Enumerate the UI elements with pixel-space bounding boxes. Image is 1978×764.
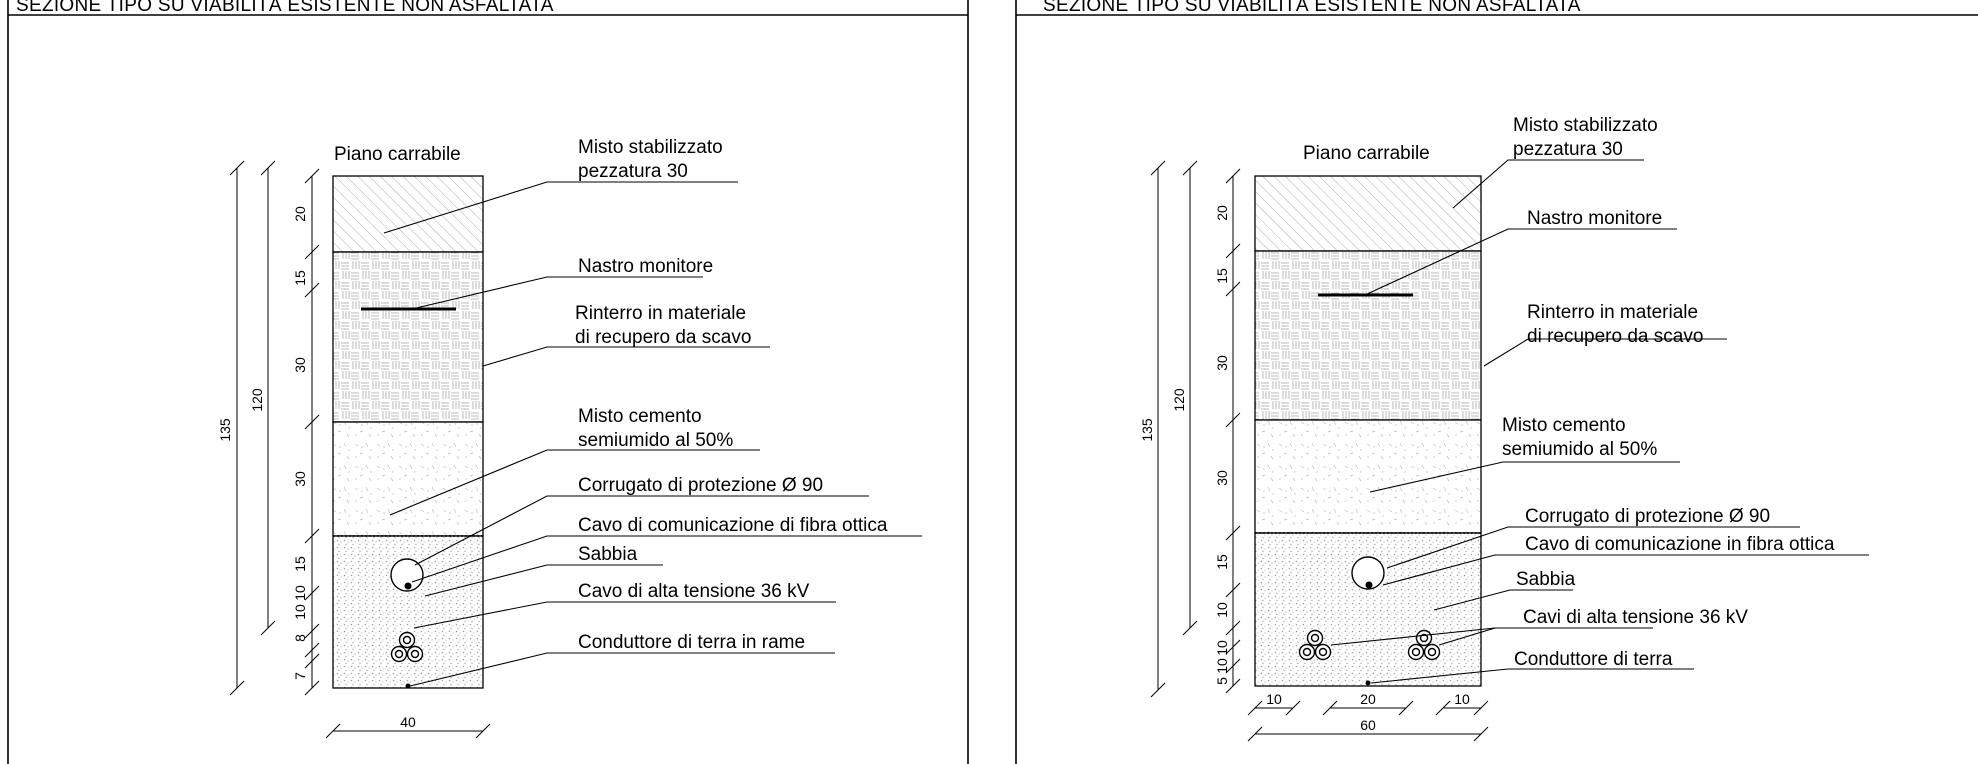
panel-title: SEZIONE TIPO SU VIABILITÀ ESISTENTE NON … (1043, 0, 1581, 16)
backfill-label-line1: Rinterro in materiale (575, 303, 746, 324)
leader-lines (1330, 159, 1869, 684)
depth-value-6: 10 (292, 585, 308, 601)
depth-value-4: 30 (1214, 470, 1230, 486)
depth-value-8: 8 (292, 634, 308, 642)
material-labels: Misto stabilizzato pezzatura 30 Nastro m… (1502, 115, 1835, 670)
ground-label: Conduttore di terra in rame (578, 632, 805, 653)
total-depth-value: 135 (1139, 418, 1155, 442)
cement-layer (1254, 419, 1482, 534)
total-depth-value: 135 (217, 418, 233, 442)
ground-conductor (405, 683, 411, 689)
depth-dimensions (1150, 160, 1241, 698)
depth-value-1: 20 (1214, 205, 1230, 221)
depth-values: 20 15 30 30 15 10 10 8 7 120 135 (217, 206, 308, 680)
width-value: 40 (400, 714, 416, 730)
aggregate-label-line1: Misto stabilizzato (578, 137, 723, 158)
aggregate-label-line1: Misto stabilizzato (1513, 115, 1658, 136)
ground-label: Conduttore di terra (1514, 649, 1673, 670)
cement-layer (332, 421, 484, 537)
cement-label-line1: Misto cemento (578, 406, 702, 427)
depth-value-2: 15 (1214, 268, 1230, 284)
cable-depth-value: 120 (249, 388, 265, 412)
backfill-layer (332, 251, 484, 423)
cement-label-line1: Misto cemento (1502, 415, 1626, 436)
hv-cable-label: Cavo di alta tensione 36 kV (578, 581, 810, 602)
depth-value-8: 10 (1214, 658, 1230, 674)
hv-cable-label: Cavi di alta tensione 36 kV (1523, 607, 1748, 628)
depth-value-9: 7 (292, 672, 308, 680)
surface-label: Piano carrabile (1303, 143, 1430, 164)
depth-value-2: 15 (292, 270, 308, 286)
conduit-pipe (1351, 556, 1385, 590)
depth-value-4: 30 (292, 471, 308, 487)
backfill-layer (1254, 250, 1482, 421)
surface-label: Piano carrabile (334, 144, 461, 165)
conduit-label: Corrugato di protezione Ø 90 (1525, 506, 1770, 527)
width-value-right: 10 (1454, 691, 1470, 707)
sand-layer (1254, 532, 1482, 687)
width-dimensions (1247, 700, 1489, 742)
depth-value-6: 10 (1214, 602, 1230, 618)
depth-value-3: 30 (1214, 355, 1230, 371)
aggregate-label-line2: pezzatura 30 (578, 161, 688, 182)
depth-dimensions (229, 160, 320, 696)
backfill-label-line2: di recupero da scavo (575, 327, 751, 348)
hv-cable-trefoil-right (1407, 629, 1441, 661)
fiber-label: Cavo di comunicazione di fibra ottica (578, 515, 888, 536)
fiber-label: Cavo di comunicazione in fibra ottica (1525, 534, 1835, 555)
panel-frame (7, 0, 969, 764)
width-value-middle: 20 (1360, 691, 1376, 707)
cable-depth-value: 120 (1171, 388, 1187, 412)
width-value-left: 10 (1266, 691, 1282, 707)
width-value-total: 60 (1360, 717, 1376, 733)
fiber-cable (404, 582, 412, 590)
cement-label-line2: semiumido al 50% (578, 430, 733, 451)
aggregate-layer (1254, 175, 1482, 252)
depth-value-7: 10 (292, 604, 308, 620)
depth-value-7: 10 (1214, 640, 1230, 656)
aggregate-layer (332, 175, 484, 253)
conduit-label: Corrugato di protezione Ø 90 (578, 475, 823, 496)
material-labels: Misto stabilizzato pezzatura 30 Nastro m… (575, 137, 888, 653)
cement-label-line2: semiumido al 50% (1502, 439, 1657, 460)
panel-2: SEZIONE TIPO SU VIABILITÀ ESISTENTE NON … (1015, 0, 1978, 764)
leader-lines (383, 181, 922, 687)
sand-label: Sabbia (578, 544, 638, 565)
depth-value-5: 15 (292, 556, 308, 572)
depth-value-1: 20 (292, 206, 308, 222)
width-dimension (325, 723, 491, 739)
backfill-label-line1: Rinterro in materiale (1527, 302, 1698, 323)
depth-values: 20 15 30 30 15 10 10 10 5 120 135 (1139, 205, 1230, 685)
depth-value-3: 30 (292, 357, 308, 373)
tape-label: Nastro monitore (578, 256, 713, 277)
hv-cable-trefoil-left (1298, 629, 1332, 661)
sand-label: Sabbia (1516, 569, 1576, 590)
aggregate-label-line2: pezzatura 30 (1513, 139, 1623, 160)
backfill-label-line2: di recupero da scavo (1527, 326, 1703, 347)
depth-value-9: 5 (1214, 677, 1230, 685)
fiber-cable (1365, 581, 1373, 589)
panel-1: SEZIONE TIPO SU VIABILITÀ ESISTENTE NON … (7, 0, 969, 764)
panel-title: SEZIONE TIPO SU VIABILITÀ ESISTENTE NON … (16, 0, 554, 16)
hv-cable-trefoil (390, 631, 424, 663)
conduit-pipe (390, 558, 424, 592)
ground-conductor (1365, 680, 1371, 686)
panel-frame (1015, 0, 1017, 764)
depth-value-5: 15 (1214, 554, 1230, 570)
tape-label: Nastro monitore (1527, 208, 1662, 229)
